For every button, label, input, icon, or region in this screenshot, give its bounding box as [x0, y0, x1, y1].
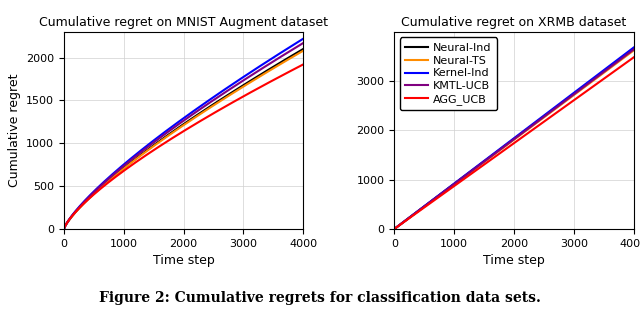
Kernel-Ind [624, 50, 632, 54]
Legend: Neural-Ind, Neural-TS, Kernel-Ind, KMTL-UCB, AGG_UCB: Neural-Ind, Neural-TS, Kernel-Ind, KMTL-… [400, 37, 497, 110]
AGG_UCB [630, 56, 637, 59]
KMTL-UCB [587, 80, 595, 84]
Kernel-Ind [587, 78, 595, 82]
Line: Kernel-Ind: Kernel-Ind [394, 48, 634, 229]
Neural-TS [624, 53, 632, 57]
Neural-Ind [390, 227, 398, 231]
Neural-TS [506, 141, 513, 145]
KMTL-UCB [390, 227, 398, 231]
Neural-TS [587, 81, 595, 85]
KMTL-UCB [506, 141, 513, 145]
KMTL-UCB [504, 142, 512, 146]
Y-axis label: Cumulative regret: Cumulative regret [8, 74, 20, 187]
X-axis label: Time step: Time step [153, 254, 214, 267]
AGG_UCB [624, 60, 632, 64]
Kernel-Ind [533, 119, 541, 123]
Kernel-Ind [504, 141, 512, 145]
Neural-Ind [624, 52, 632, 55]
AGG_UCB [390, 227, 398, 231]
X-axis label: Time step: Time step [483, 254, 545, 267]
Neural-TS [504, 142, 512, 146]
Neural-Ind [520, 130, 527, 134]
Neural-Ind [630, 47, 637, 51]
Title: Cumulative regret on MNIST Augment dataset: Cumulative regret on MNIST Augment datas… [39, 16, 328, 29]
Neural-Ind [506, 141, 513, 144]
AGG_UCB [587, 86, 595, 90]
Neural-Ind [504, 142, 512, 145]
Kernel-Ind [630, 46, 637, 50]
AGG_UCB [520, 134, 527, 138]
Line: Neural-TS: Neural-TS [394, 51, 634, 229]
Line: AGG_UCB: AGG_UCB [394, 58, 634, 229]
Text: Figure 2: Cumulative regrets for classification data sets.: Figure 2: Cumulative regrets for classif… [99, 291, 541, 305]
Neural-TS [533, 121, 541, 125]
Line: Neural-Ind: Neural-Ind [394, 49, 634, 229]
AGG_UCB [504, 146, 512, 149]
KMTL-UCB [533, 120, 541, 124]
Neural-TS [520, 130, 527, 134]
Neural-Ind [587, 80, 595, 83]
Kernel-Ind [506, 140, 513, 144]
AGG_UCB [506, 145, 513, 149]
Neural-TS [390, 227, 398, 231]
KMTL-UCB [624, 52, 632, 56]
Title: Cumulative regret on XRMB dataset: Cumulative regret on XRMB dataset [401, 16, 627, 29]
AGG_UCB [533, 125, 541, 129]
Neural-Ind [533, 120, 541, 124]
KMTL-UCB [630, 48, 637, 52]
Line: KMTL-UCB: KMTL-UCB [394, 50, 634, 229]
Neural-TS [630, 49, 637, 52]
KMTL-UCB [520, 130, 527, 134]
Kernel-Ind [390, 227, 398, 231]
Kernel-Ind [520, 129, 527, 133]
